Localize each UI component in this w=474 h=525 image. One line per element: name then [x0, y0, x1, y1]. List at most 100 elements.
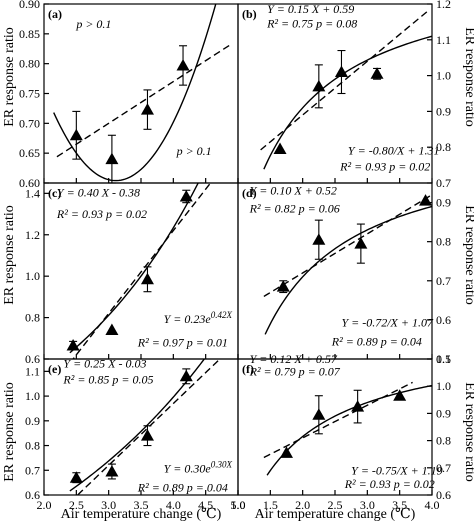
- y-tick-label: 1.1: [25, 364, 40, 378]
- data-point: [140, 429, 154, 441]
- x-tick-label: 2.5: [69, 498, 84, 512]
- linear-fit-line: [76, 359, 221, 495]
- data-point: [140, 272, 154, 285]
- annotation: R² = 0.93 p = 0.02: [339, 159, 430, 173]
- y-axis-label-right: ER response ratio: [462, 205, 474, 305]
- annotation-text: Y = 0.25 X - 0.03: [63, 357, 146, 371]
- annotation-text: R² = 0.93 p = 0.02: [339, 159, 430, 173]
- panel-d: 0.5 0.6 0.7 0.8 0.9 (d)Y = 0.10 X + 0.52 R² = …: [237, 182, 451, 366]
- annotation-text: Y = 0.15 X + 0.59: [267, 2, 354, 16]
- y-tick-label: 0.8: [436, 434, 451, 448]
- annotation-text: R² = 0.89 p = 0.04: [331, 334, 422, 348]
- data-point: [351, 400, 365, 412]
- x-tick-label: 3.5: [392, 498, 407, 512]
- data-point: [276, 280, 290, 292]
- annotation: R² = 0.89 p = 0.04: [137, 480, 228, 494]
- annotation-text: R² = 0.93 p = 0.02: [56, 207, 147, 221]
- panel-label: (b): [242, 7, 257, 21]
- x-tick-label: 2.0: [295, 498, 310, 512]
- data-point: [334, 65, 348, 78]
- y-tick-label: 0.6: [25, 488, 40, 502]
- data-point: [176, 58, 190, 71]
- data-point: [105, 465, 119, 477]
- linear-fit-line: [263, 381, 413, 459]
- panel-b: 0.70.80.91.01.11.2(b) Y = 0.15 X + 0.59R²…: [237, 0, 451, 190]
- linear-fit-line: [56, 43, 232, 158]
- annotation-text: Y = 0.10 X + 0.52: [250, 184, 337, 198]
- y-tick-label: 1.1: [436, 352, 451, 366]
- nonlinear-fit-curve: [69, 183, 199, 354]
- x-tick-label: 4.0: [425, 498, 440, 512]
- y-tick-label: 0.6: [25, 352, 40, 366]
- x-axis-label-right: Air temperature change (℃): [255, 507, 416, 522]
- y-tick-label: 0.7: [436, 274, 451, 288]
- annotation: Y = -0.75/X + 1.19: [351, 464, 443, 478]
- panel-label: (f): [242, 362, 254, 376]
- y-axis-label-left: ER response ratio: [2, 382, 17, 482]
- annotation-text: Y = -0.72/X + 1.07: [341, 316, 434, 330]
- data-point: [69, 471, 83, 483]
- y-tick-label: 0.85: [19, 27, 40, 41]
- x-tick-label: 3.0: [101, 498, 116, 512]
- x-tick-label: 4.5: [198, 498, 213, 512]
- annotation-exponent: 0.42X: [211, 310, 233, 320]
- annotation-text: Y = 0.12 X + 0.57: [250, 352, 338, 366]
- annotation-text: R² = 0.79 p = 0.07: [249, 364, 341, 378]
- annotation-text: Y = 0.30e: [164, 462, 212, 476]
- y-axis-label-left: ER response ratio: [2, 205, 17, 305]
- annotation: Y = 0.10 X + 0.52: [250, 184, 337, 198]
- annotation-text: R² = 0.75 p = 0.08: [266, 16, 357, 30]
- annotation-text: Y = 0.23e: [164, 312, 212, 326]
- data-point: [69, 128, 83, 141]
- panel-label: (d): [242, 186, 257, 200]
- y-tick-label: 0.8: [25, 439, 40, 453]
- data-point: [273, 142, 287, 154]
- x-tick-label: 2.0: [37, 498, 52, 512]
- annotation: R² = 0.79 p = 0.07: [249, 364, 341, 378]
- y-tick-label: 0.9: [436, 406, 451, 420]
- x-tick-label: 2.5: [328, 498, 343, 512]
- panel-e: 0.6 0.7 0.8 0.9 1.0 1.1 2.0 2.5 3.0 3.5 4.0 4.5 5.0 (…: [25, 357, 246, 512]
- panel-c: 0.6 0.8 1.0 1.2 1.4 (c)Y = 0.40 X - 0.38 R² = …: [25, 182, 239, 366]
- linear-fit-line: [260, 9, 430, 151]
- annotation-text: Y = -0.80/X + 1.31: [348, 143, 440, 157]
- y-tick-label: 1.4: [25, 186, 40, 200]
- panel-a: 0.60 0.65 0.70 0.75 0.80 0.85 0.90 (a) p > 0.1 p …: [19, 0, 239, 190]
- x-tick-label: 3.5: [134, 498, 149, 512]
- data-point: [105, 152, 119, 165]
- x-axis-label-left: Air temperature change (℃): [61, 507, 222, 522]
- y-tick-label: 0.7: [25, 463, 40, 477]
- x-tick-label: 1.5: [263, 498, 278, 512]
- y-tick-label: 0.75: [19, 87, 40, 101]
- y-axis-label-right: ER response ratio: [462, 382, 474, 482]
- annotation-text: p > 0.1: [176, 144, 212, 158]
- y-tick-label: 0.6: [436, 488, 451, 502]
- data-point: [312, 408, 326, 420]
- annotation: Y = -0.72/X + 1.07: [341, 316, 434, 330]
- data-point: [393, 389, 407, 401]
- annotation: p > 0.1: [75, 17, 111, 31]
- annotation: Y = 0.30e0.30X: [164, 460, 233, 476]
- panel-label: (a): [48, 7, 62, 21]
- y-tick-label: 1.1: [436, 33, 451, 47]
- data-point: [179, 369, 193, 382]
- annotation-text: Y = 0.40 X - 0.38: [57, 185, 140, 199]
- annotation: Y = 0.12 X + 0.57: [250, 352, 338, 366]
- nonlinear-fit-curve: [264, 205, 432, 335]
- data-point: [419, 194, 433, 206]
- annotation: Y = -0.80/X + 1.31: [348, 143, 440, 157]
- annotation-text: R² = 0.82 p = 0.06: [249, 201, 340, 215]
- x-tick-label: 1.0: [231, 498, 246, 512]
- data-point: [370, 67, 384, 79]
- data-point: [312, 233, 326, 245]
- annotation-text: p > 0.1: [75, 17, 111, 31]
- annotation: R² = 0.75 p = 0.08: [266, 16, 357, 30]
- data-point: [105, 323, 119, 336]
- y-tick-label: 1.2: [436, 0, 451, 11]
- y-tick-label: 0.9: [436, 104, 451, 118]
- x-tick-label: 3.0: [360, 498, 375, 512]
- nonlinear-fit-curve: [53, 4, 217, 182]
- annotation: Y = 0.40 X - 0.38: [57, 185, 140, 199]
- y-tick-label: 0.65: [19, 146, 40, 160]
- y-tick-label: 0.8: [436, 235, 451, 249]
